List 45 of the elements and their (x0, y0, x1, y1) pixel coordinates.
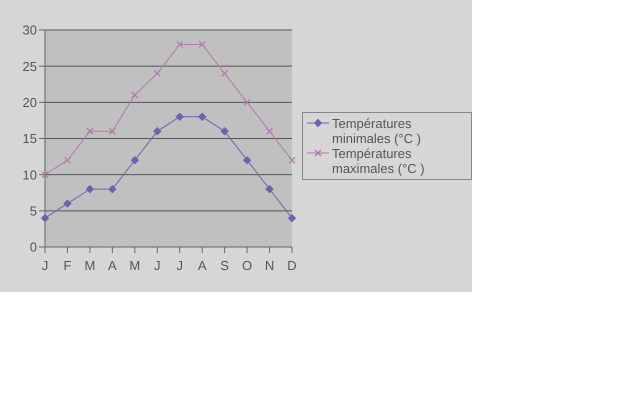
x-tick-label: J (42, 258, 48, 274)
point (131, 91, 138, 99)
point (198, 112, 206, 121)
legend-label: Températures maximales (°C ) (332, 146, 426, 176)
point (154, 70, 161, 78)
point (108, 128, 116, 135)
x-tick-label: M (84, 258, 96, 274)
point (266, 185, 274, 194)
point (266, 128, 274, 135)
point (220, 70, 228, 78)
point (176, 40, 184, 48)
point (243, 156, 252, 164)
point (41, 214, 49, 222)
y-tick-label: 15 (22, 131, 37, 146)
y-tick-label: 5 (30, 203, 37, 218)
x-tick-label: F (63, 258, 72, 274)
point (288, 156, 296, 164)
point (288, 214, 296, 222)
y-tick-label: 30 (22, 22, 37, 38)
point (41, 171, 49, 178)
point (86, 128, 94, 135)
point (153, 127, 162, 136)
x-tick-label: N (264, 258, 274, 274)
point (176, 112, 184, 121)
point (220, 127, 229, 136)
x-tick-label: J (154, 258, 161, 274)
point (198, 40, 206, 48)
point (63, 200, 72, 208)
y-tick-label: 10 (22, 167, 37, 182)
x-tick-label: A (198, 258, 207, 274)
point (86, 185, 94, 194)
x-tick-label: O (242, 258, 252, 274)
x-tick-label: J (176, 258, 183, 274)
x-tick-label: A (108, 258, 118, 274)
x-tick-label: M (129, 258, 140, 274)
point (108, 185, 116, 194)
y-tick-label: 20 (22, 94, 37, 110)
y-tick-label: 0 (30, 240, 37, 255)
x-tick-label: S (220, 258, 230, 274)
legend-label: Températures minimales (°C ) (332, 116, 422, 146)
point (243, 98, 251, 106)
point (64, 156, 72, 164)
x-tick-label: D (287, 258, 297, 274)
point (130, 156, 139, 164)
y-tick-label: 25 (22, 58, 37, 74)
